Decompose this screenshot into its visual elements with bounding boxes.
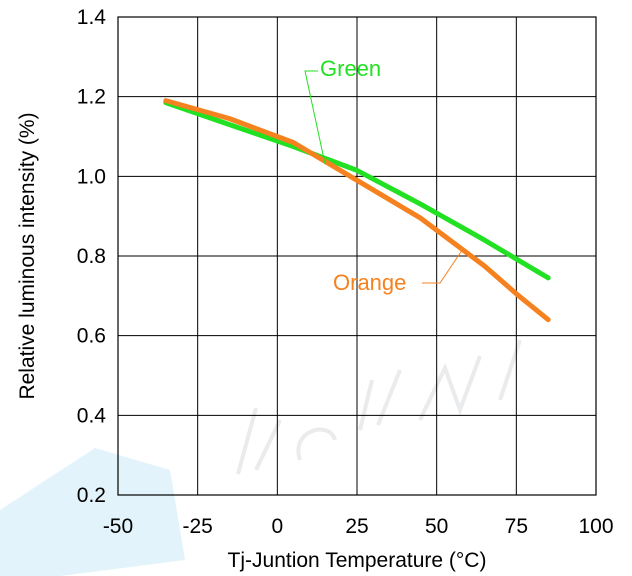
- annotation-orange: Orange: [333, 270, 406, 295]
- y-tick-label: 0.6: [77, 325, 106, 348]
- y-tick-label: 1.4: [77, 6, 107, 29]
- x-tick-label: 25: [345, 515, 368, 538]
- plot-area: -50 -25 0 25 50 75 100 0.2 0.4 0.6 0.8 1.0 1.2 1.4 Tj-…: [16, 6, 614, 572]
- y-axis-title: Relative luminous intensity (%): [16, 112, 39, 399]
- y-tick-label: 0.8: [77, 245, 106, 268]
- watermark-logo-shape: [0, 448, 185, 576]
- x-tick-label: 75: [505, 515, 528, 538]
- x-tick-label: -50: [103, 515, 133, 538]
- x-tick-label: -25: [182, 515, 212, 538]
- y-tick-label: 1.2: [77, 86, 106, 109]
- x-axis-title: Tj-Juntion Temperature (°C): [228, 549, 487, 572]
- y-tick-label: 1.0: [77, 165, 106, 188]
- watermark: [0, 339, 522, 576]
- plot-frame: [117, 16, 597, 496]
- x-tick-label: 50: [425, 515, 448, 538]
- annotation-leader-green: [304, 70, 326, 165]
- y-tick-label: 0.4: [77, 404, 107, 427]
- x-tick-label: 0: [271, 515, 283, 538]
- watermark-lettering: [236, 339, 522, 475]
- annotation-leader-orange: [422, 249, 463, 284]
- y-tick-label: 0.2: [77, 484, 106, 507]
- annotation-green: Green: [320, 56, 381, 81]
- x-tick-label: 100: [578, 515, 613, 538]
